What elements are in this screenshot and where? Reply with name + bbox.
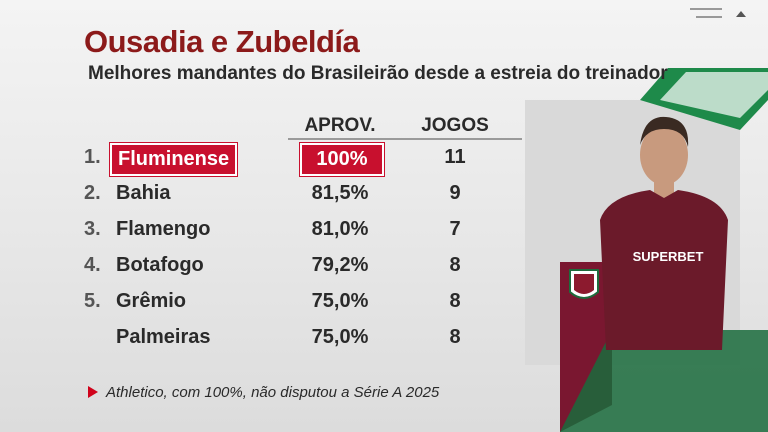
table-row: 3. Flamengo 81,0% 7: [0, 212, 540, 246]
table-row: 4. Botafogo 79,2% 8: [0, 248, 540, 282]
games-value: 11: [444, 146, 466, 168]
team-name: Botafogo: [116, 254, 204, 276]
white-stripe: [660, 72, 768, 118]
games-value: 8: [449, 290, 461, 312]
aprov-value: 81,0%: [311, 218, 369, 240]
table-row: Palmeiras 75,0% 8: [0, 320, 540, 354]
menu-line: [696, 16, 722, 18]
title: Ousadia e Zubeldía: [84, 24, 360, 59]
games-value: 7: [449, 218, 461, 240]
rank: 3.: [84, 218, 101, 240]
team-name: Grêmio: [116, 290, 187, 312]
bullet: [88, 386, 98, 398]
hair: [640, 116, 689, 147]
rank: 4.: [84, 254, 101, 276]
header-rule: [288, 138, 522, 140]
column-header: JOGOS: [421, 115, 489, 136]
games-value: 9: [449, 182, 461, 204]
rank: 2.: [84, 182, 101, 204]
shirt: [600, 190, 728, 350]
rank: 1.: [84, 146, 101, 168]
head: [640, 125, 688, 185]
neck: [654, 180, 674, 200]
aprov-value: 75,0%: [311, 326, 369, 348]
menu-line: [690, 8, 722, 10]
team-name: Fluminense: [110, 143, 238, 176]
subtitle: Melhores mandantes do Brasileirão desde …: [88, 63, 668, 84]
games-value: 8: [449, 254, 461, 276]
aprov-value: 100%: [300, 143, 384, 176]
aprov-value: 79,2%: [311, 254, 369, 276]
rank: 5.: [84, 290, 101, 312]
footnote-text: Athletico, com 100%, não disputou a Séri…: [106, 384, 440, 401]
footnote: Athletico, com 100%, não disputou a Séri…: [92, 384, 439, 401]
table-row: 2. Bahia 81,5% 9: [0, 176, 540, 210]
aprov-value: 81,5%: [311, 182, 369, 204]
team-name: Flamengo: [116, 218, 211, 240]
table-row: 1. Fluminense 100% 11: [0, 140, 540, 176]
shirt-text: SUPERBET: [633, 249, 704, 264]
team-name: Palmeiras: [116, 326, 211, 348]
aprov-value: 75,0%: [311, 290, 369, 312]
column-header: APROV.: [304, 115, 376, 136]
team-name: Bahia: [116, 182, 171, 204]
green-shape: [560, 330, 768, 432]
table-row: 5. Grêmio 75,0% 8: [0, 284, 540, 318]
club-crest-inner: [574, 274, 594, 294]
arrow-icon: [736, 11, 746, 17]
games-value: 8: [449, 326, 461, 348]
